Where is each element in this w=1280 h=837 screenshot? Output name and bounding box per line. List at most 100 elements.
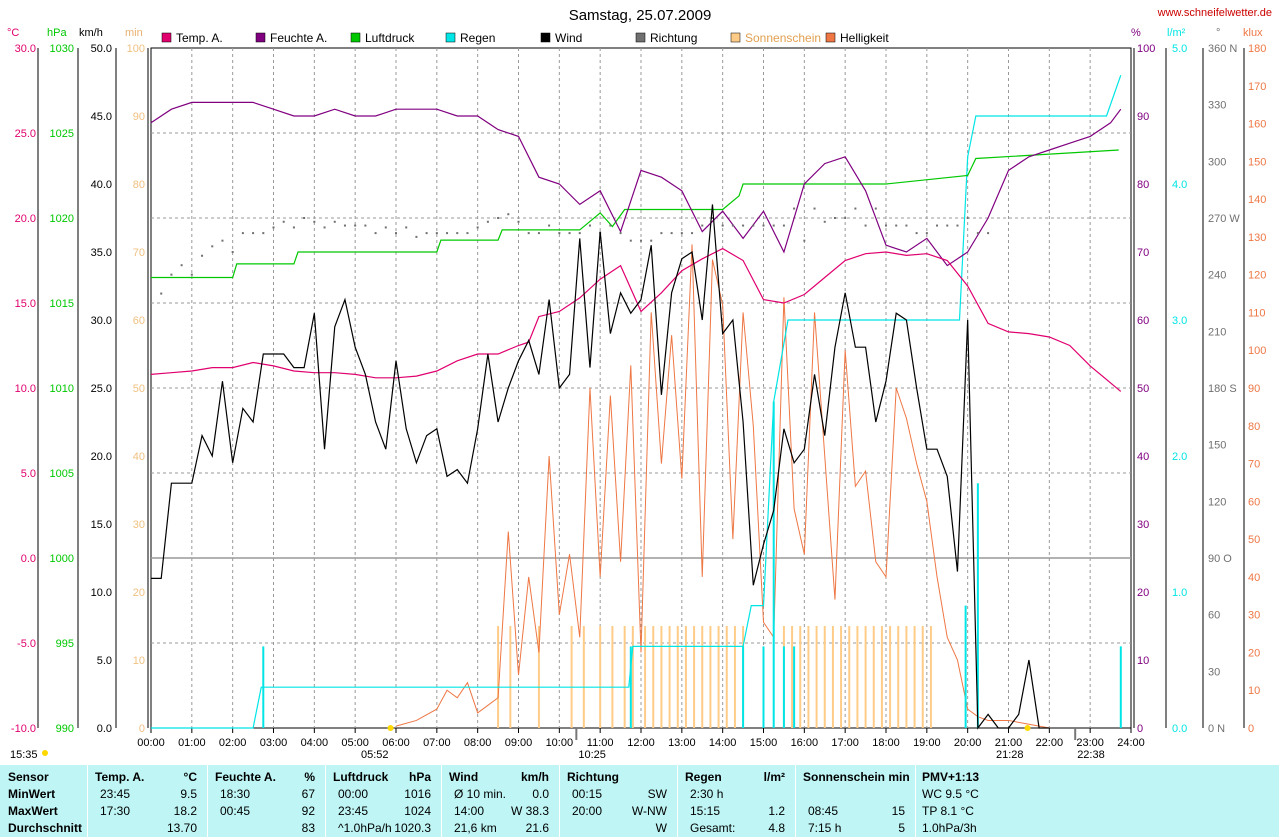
stats-pres-time-2: ^1.0hPa/h — [338, 821, 392, 835]
axis-unit-dir: ° — [1216, 27, 1220, 39]
direction-dot-22 — [384, 226, 387, 229]
legend-label-0: Temp. A. — [176, 31, 223, 45]
time-tick-17: 17:00 — [831, 737, 859, 749]
time-tick-5: 05:00 — [341, 737, 369, 749]
temp-tick-4: 10.0 — [15, 383, 36, 395]
site-url[interactable]: www.schneifelwetter.de — [1157, 7, 1272, 19]
direction-dot-29 — [456, 232, 459, 235]
direction-dot-20 — [364, 224, 367, 227]
klux-tick-1: 170 — [1248, 81, 1266, 93]
direction-dot-7 — [231, 251, 234, 253]
time-tick-23: 23:00 — [1076, 737, 1104, 749]
direction-dot-32 — [486, 220, 489, 223]
direction-dot-18 — [343, 224, 346, 227]
time-tick-22: 22:00 — [1036, 737, 1064, 749]
kmh-tick-3: 35.0 — [91, 247, 112, 259]
temp-tick-2: 20.0 — [15, 213, 36, 225]
direction-dot-19 — [354, 224, 357, 227]
stats-header-pmv: PMV+1:13 — [922, 770, 980, 784]
klux-tick-12: 60 — [1248, 496, 1260, 508]
stats-column-2: Feuchte A.% 18:30 67 00:45 92 83 — [208, 765, 326, 837]
stats-header-temp: Temp. A. — [95, 770, 145, 784]
direction-dot-63 — [803, 239, 806, 242]
stats-panel: Sensor MinWert MaxWert Durchschnitt Temp. A.… — [0, 765, 1280, 837]
direction-dot-75 — [925, 232, 928, 235]
kmh-tick-0: 50.0 — [91, 43, 112, 55]
stats-header-sun: Sonnenschein min — [803, 770, 910, 784]
stats-pres-value-0: 1016 — [404, 787, 431, 801]
direction-dot-79 — [966, 217, 969, 219]
stats-pres-time-0: 00:00 — [338, 787, 369, 801]
stats-column-0: Sensor MinWert MaxWert Durchschnitt — [0, 765, 88, 837]
dir-tick-9: 90 O — [1208, 553, 1232, 565]
temp-tick-8: -10.0 — [11, 723, 36, 735]
dir-tick-11: 30 — [1208, 666, 1220, 678]
direction-dot-45 — [619, 232, 622, 235]
stats-temp-time-0: 23:45 — [100, 787, 131, 801]
stats-unit-pres: hPa — [408, 770, 431, 784]
stats-sun-value-1: 15 — [891, 804, 905, 818]
stats-unit-temp: °C — [183, 770, 197, 784]
direction-dot-46 — [629, 239, 632, 242]
axis-unit-kmh: km/h — [79, 27, 103, 39]
stats-rain-time-0: 2:30 h — [690, 787, 724, 801]
stats-header-sensor: Sensor — [8, 770, 49, 784]
direction-dot-51 — [680, 232, 683, 235]
moonset-time: 22:38 — [1077, 749, 1105, 761]
direction-dot-11 — [272, 226, 275, 229]
dir-tick-2: 300 — [1208, 156, 1226, 168]
axis-unit-temp: °C — [7, 27, 19, 39]
time-tick-24: 24:00 — [1117, 737, 1145, 749]
time-tick-1: 01:00 — [178, 737, 206, 749]
direction-dot-64 — [813, 207, 816, 210]
stats-dir-time-1: 20:00 — [572, 804, 603, 818]
stats-hum-value-2: 83 — [301, 821, 315, 835]
direction-dot-62 — [793, 207, 796, 210]
kmh-tick-4: 30.0 — [91, 315, 112, 327]
kmh-tick-2: 40.0 — [91, 179, 112, 191]
pct-tick-3: 70 — [1137, 247, 1149, 259]
stats-dir-value-2: W — [655, 821, 667, 835]
direction-dot-38 — [548, 224, 551, 227]
plot-area — [150, 75, 1122, 730]
temp-line — [150, 247, 1122, 392]
direction-dot-33 — [497, 217, 500, 219]
legend-label-5: Richtung — [650, 31, 697, 45]
stats-pmv-2: 1.0hPa/3h — [922, 821, 977, 835]
dir-tick-10: 60 — [1208, 610, 1220, 622]
klux-tick-17: 10 — [1248, 685, 1260, 697]
stats-sun-time-1: 08:45 — [808, 804, 839, 818]
min-tick-8: 20 — [133, 587, 145, 599]
direction-dot-25 — [415, 235, 418, 238]
dir-tick-0: 360 N — [1208, 43, 1237, 55]
rain-tick-5: 0.0 — [1172, 723, 1187, 735]
legend-label-4: Wind — [555, 31, 582, 45]
klux-tick-8: 100 — [1248, 345, 1266, 357]
klux-tick-5: 130 — [1248, 232, 1266, 244]
direction-dot-57 — [742, 224, 745, 227]
time-tick-21: 21:00 — [995, 737, 1023, 749]
stats-unit-hum: % — [304, 770, 315, 784]
stats-pres-value-1: 1024 — [404, 804, 431, 818]
klux-tick-4: 140 — [1248, 194, 1266, 206]
min-tick-7: 30 — [133, 519, 145, 531]
stats-wind-time-2: 21,6 km — [454, 821, 497, 835]
axis-unit-pct: % — [1131, 27, 1141, 39]
direction-dot-14 — [303, 217, 306, 219]
direction-dot-73 — [905, 224, 908, 227]
legend-swatch-0 — [161, 32, 172, 43]
time-tick-13: 13:00 — [668, 737, 696, 749]
rain-tick-2: 3.0 — [1172, 315, 1187, 327]
direction-dot-35 — [517, 220, 520, 223]
stats-wind-value-1: W 38.3 — [510, 804, 549, 818]
pct-tick-9: 10 — [1137, 655, 1149, 667]
min-tick-3: 70 — [133, 247, 145, 259]
hpa-tick-4: 1010 — [50, 383, 74, 395]
stats-wind-value-0: 0.0 — [532, 787, 549, 801]
direction-dot-30 — [466, 232, 469, 235]
hpa-tick-2: 1020 — [50, 213, 74, 225]
stats-sun-time-2: 7:15 h — [808, 821, 842, 835]
temp-tick-3: 15.0 — [15, 298, 36, 310]
direction-dot-74 — [915, 232, 918, 235]
stats-column-6: Regen l/m² 2:30 h 15:15 1.2 Gesamt: 4.8 — [678, 765, 796, 837]
